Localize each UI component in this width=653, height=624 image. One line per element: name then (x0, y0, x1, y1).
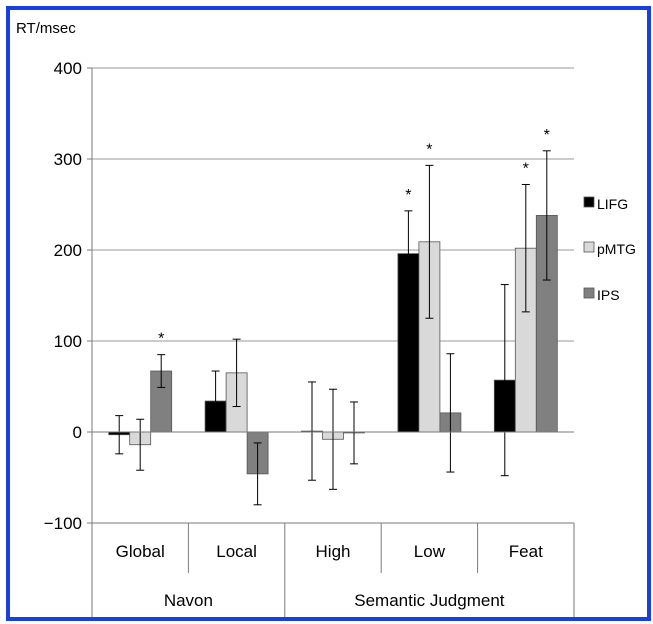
y-axis: −100 0 100 200 300 400 (44, 59, 93, 533)
legend-label: LIFG (597, 196, 628, 212)
x-tick-label: Feat (509, 542, 543, 561)
y-tick-label: 300 (54, 150, 82, 169)
error-bars (115, 150, 551, 506)
y-tick-label: 100 (54, 332, 82, 351)
x-tick-label: Local (216, 542, 257, 561)
chart-frame: −100 0 100 200 300 400 * * * * * Global Local High L… (6, 6, 651, 621)
x-tick-label: Low (414, 542, 446, 561)
y-axis-title: RT/msec (16, 20, 76, 37)
bar-chart: −100 0 100 200 300 400 * * * * * Global Local High L… (16, 20, 636, 617)
significance-star: * (158, 331, 164, 348)
significance-star: * (426, 141, 432, 158)
significance-star: * (405, 187, 411, 204)
y-tick-label: 0 (73, 423, 82, 442)
x-axis: Global Local High Low Feat Navon Semantic Judg… (91, 431, 575, 617)
group-label: Semantic Judgment (354, 591, 505, 610)
significance-markers: * * * * * (158, 127, 550, 348)
legend-swatch-ips (583, 287, 595, 299)
group-label: Navon (164, 591, 213, 610)
legend: LIFG pMTG IPS (583, 196, 636, 303)
y-tick-label: −100 (44, 514, 82, 533)
x-tick-label: High (316, 542, 351, 561)
legend-label: IPS (597, 287, 620, 303)
legend-swatch-lifg (583, 196, 595, 208)
legend-swatch-pmtg (583, 241, 595, 253)
significance-star: * (544, 127, 550, 144)
y-tick-label: 400 (54, 59, 82, 78)
significance-star: * (523, 160, 529, 177)
x-tick-label: Global (116, 542, 165, 561)
legend-label: pMTG (597, 241, 636, 257)
y-tick-label: 200 (54, 241, 82, 260)
